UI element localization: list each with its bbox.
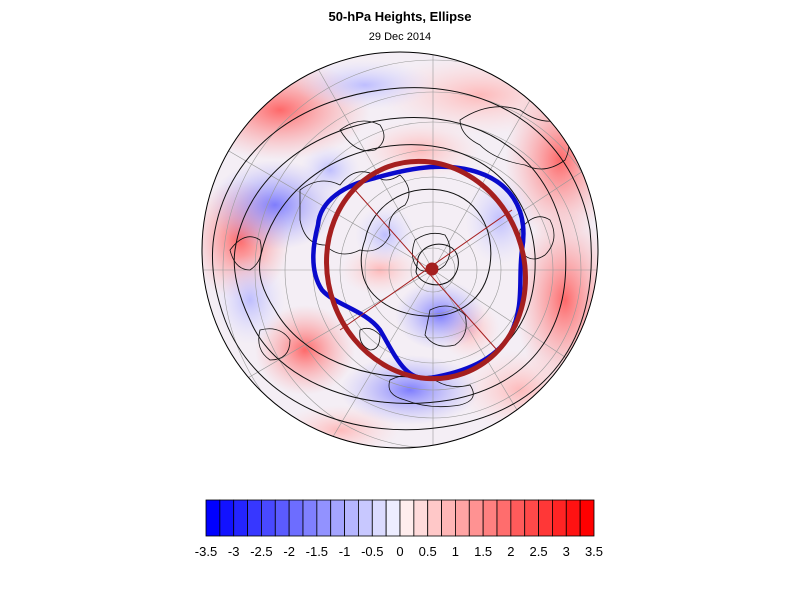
colorbar-tick-label: 2 — [507, 544, 514, 559]
colorbar-tick-label: -0.5 — [361, 544, 383, 559]
polar-map — [201, 51, 599, 449]
coastlines — [229, 106, 570, 408]
colorbar-swatch — [344, 499, 359, 537]
colorbar-swatch — [565, 499, 581, 537]
colorbar-swatch — [233, 499, 248, 537]
colorbar-swatch — [385, 499, 401, 537]
colorbar-swatch — [441, 499, 456, 537]
colorbar-swatch — [455, 499, 470, 537]
vortex-ellipse — [324, 158, 528, 382]
colorbar-tick-label: -2.5 — [250, 544, 272, 559]
colorbar-swatch — [247, 499, 262, 537]
colorbar-swatch — [538, 499, 553, 537]
colorbar-swatch — [330, 499, 345, 537]
colorbar-tick-label: -1 — [339, 544, 351, 559]
colorbar-tick-label: 0 — [396, 544, 403, 559]
colorbar-swatch — [399, 499, 415, 537]
globe-border — [201, 51, 599, 449]
colorbar-swatch — [288, 499, 304, 537]
colorbar-swatch — [427, 499, 442, 537]
colorbar-tick-label: -2 — [283, 544, 295, 559]
colorbar-swatch — [274, 499, 290, 537]
chart-title: 50-hPa Heights, Ellipse — [328, 9, 472, 24]
colorbar-swatch — [371, 499, 387, 537]
graticule — [202, 52, 598, 448]
colorbar-tick-label: 3 — [563, 544, 570, 559]
colorbar-swatch — [524, 499, 539, 537]
colorbar-swatch — [552, 499, 567, 537]
colorbar-swatch — [358, 499, 373, 537]
colorbar-tick-label: -3.5 — [195, 544, 217, 559]
colorbar-swatch — [205, 499, 221, 537]
colorbar-swatch — [468, 499, 484, 537]
colorbar-swatch — [579, 499, 595, 537]
colorbar-tick-label: -3 — [228, 544, 240, 559]
colorbar-swatch — [261, 499, 276, 537]
chart-date: 29 Dec 2014 — [368, 31, 432, 43]
colorbar-swatch — [482, 499, 498, 537]
colorbar-tick-label: -1.5 — [306, 544, 328, 559]
colorbar-tick-label: 2.5 — [530, 544, 548, 559]
colorbar-tick-label: 3.5 — [585, 544, 603, 559]
colorbar-tick-label: 0.5 — [419, 544, 437, 559]
colorbar-swatch — [510, 499, 526, 537]
colorbar-swatch — [413, 499, 429, 537]
colorbar-tick-label: 1.5 — [474, 544, 492, 559]
colorbar-tick-label: 1 — [452, 544, 459, 559]
colorbar-swatch — [316, 499, 332, 537]
colorbar-swatch — [302, 499, 318, 537]
colorbar-swatch — [219, 499, 235, 537]
colorbar-swatch — [496, 499, 512, 537]
height-contours — [211, 87, 592, 431]
